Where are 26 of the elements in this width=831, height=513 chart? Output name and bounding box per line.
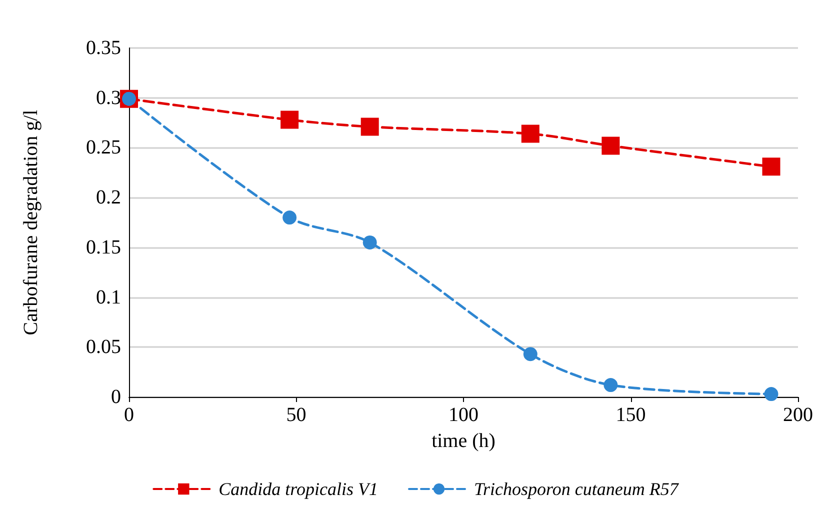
x-tick-label: 150 [616,404,646,426]
point [602,136,620,155]
x-tick-label: 100 [448,404,478,426]
point [521,124,540,143]
y-tick-label: 0.05 [86,336,121,358]
y-tick-label: 0.3 [96,86,121,109]
point [762,158,780,176]
point [523,347,538,362]
legend-label: Trichosporon cutaneum R57 [474,479,680,499]
point [360,118,379,136]
x-axis-title: time (h) [432,430,496,452]
x-tick-label: 50 [286,404,306,426]
point [362,235,377,250]
y-tick-label: 0.2 [96,186,121,209]
x-tick-label: 200 [783,404,813,426]
point [604,378,618,392]
point [280,110,299,129]
y-tick-label: 0.35 [86,37,121,59]
y-tick-label: 0.1 [96,286,121,308]
point [282,210,297,225]
legend-label: Candida tropicalis V1 [218,479,378,499]
point [764,387,778,402]
y-tick-label: 0.15 [86,236,121,258]
y-tick-label: 0 [111,386,121,408]
y-axis-title: Carbofurane degradation g/l [20,109,42,336]
y-tick-label: 0.25 [86,136,121,159]
